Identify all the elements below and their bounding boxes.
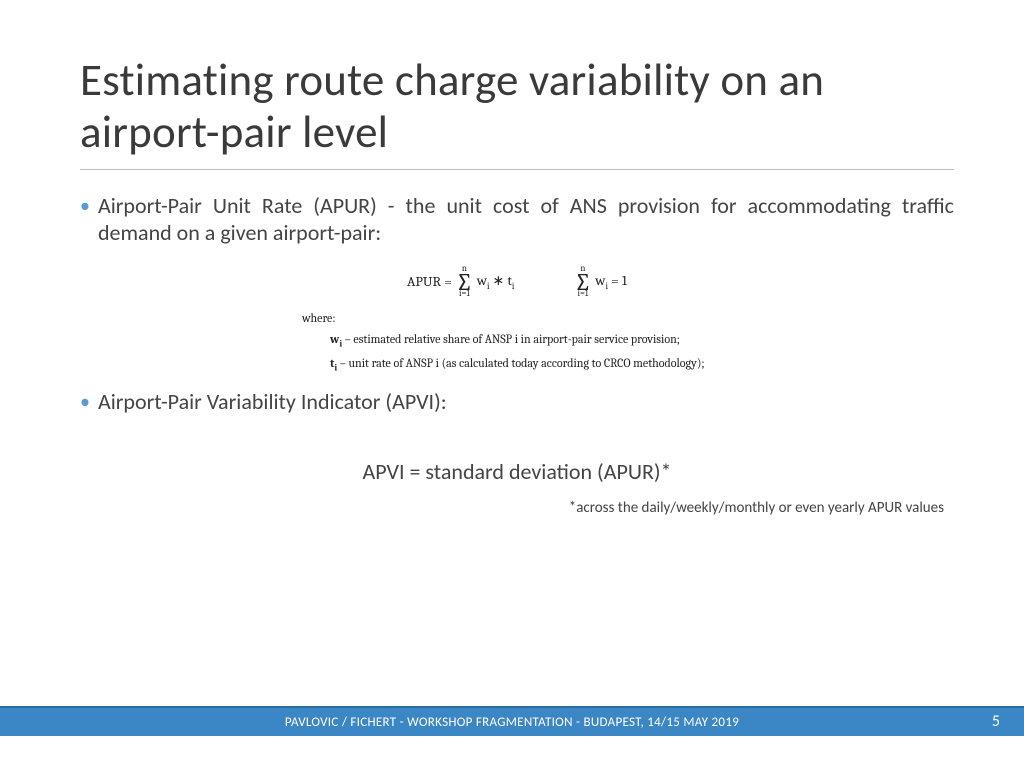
footer-text: PAVLOVIC / FICHERT - WORKSHOP FRAGMENTAT…: [285, 715, 739, 730]
title-underline: [80, 169, 954, 170]
sigma-icon: n ∑ i=1: [574, 265, 591, 300]
formula-term: wi = 1: [595, 272, 627, 292]
bullet-text: Airport-Pair Unit Rate (APUR) - the unit…: [98, 192, 954, 247]
definition-w: wi – estimated relative share of ANSP i …: [302, 331, 732, 351]
where-label: where:: [302, 311, 732, 325]
bullet-item: • Airport-Pair Unit Rate (APUR) - the un…: [80, 192, 954, 247]
constraint-formula: n ∑ i=1 wi = 1: [574, 265, 627, 300]
bullet-text: Airport-Pair Variability Indicator (APVI…: [98, 388, 954, 416]
slide-body: Estimating route charge variability on a…: [0, 0, 1024, 768]
bullet-dot-icon: •: [80, 390, 90, 415]
definition-t: ti – unit rate of ANSP i (as calculated …: [302, 355, 732, 375]
formula-block: APUR = n ∑ i=1 wi ∗ ti n ∑ i=1 wi = 1: [302, 265, 732, 375]
formula-row: APUR = n ∑ i=1 wi ∗ ti n ∑ i=1 wi = 1: [302, 265, 732, 300]
formula-term: wi ∗ ti: [477, 272, 515, 292]
bullet-item: • Airport-Pair Variability Indicator (AP…: [80, 388, 954, 416]
bullet-dot-icon: •: [80, 194, 90, 219]
sigma-icon: n ∑ i=1: [456, 265, 473, 300]
apvi-formula: APVI = standard deviation (APUR)*: [80, 458, 954, 485]
footer-bar: PAVLOVIC / FICHERT - WORKSHOP FRAGMENTAT…: [0, 706, 1024, 736]
apvi-footnote: *across the daily/weekly/monthly or even…: [80, 499, 954, 517]
page-number: 5: [992, 712, 1000, 731]
formula-lhs: APUR =: [407, 273, 452, 290]
apur-formula: APUR = n ∑ i=1 wi ∗ ti: [407, 265, 514, 300]
slide-title: Estimating route charge variability on a…: [80, 55, 954, 159]
